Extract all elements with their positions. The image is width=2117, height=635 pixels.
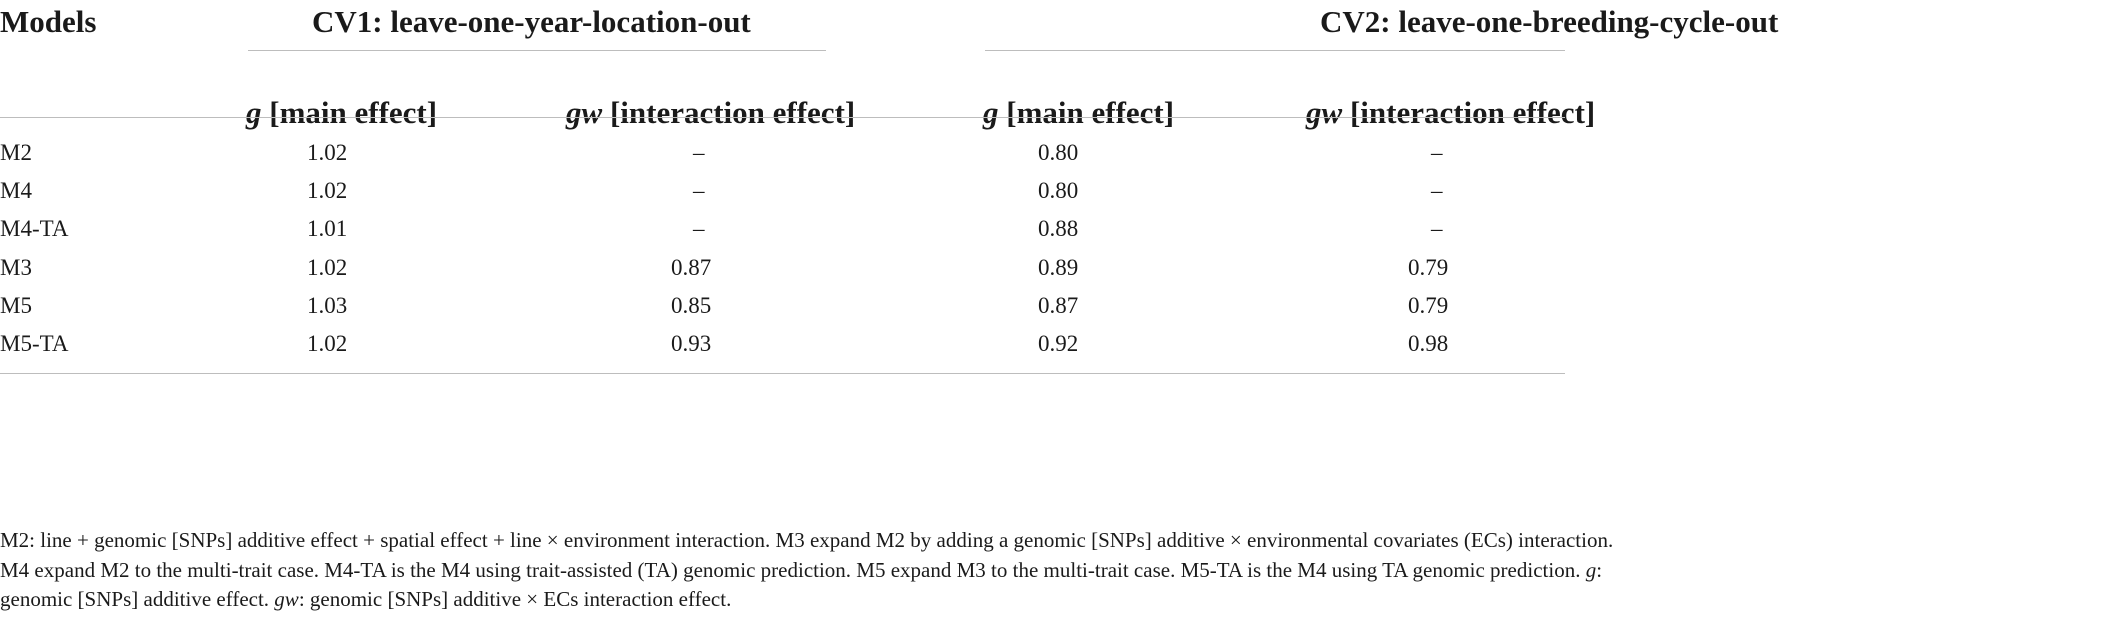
row-model: M4-TA bbox=[0, 216, 69, 241]
cell-cv2-gw: 0.98 bbox=[1408, 331, 1449, 356]
subheader-cv2-g: g [main effect] bbox=[983, 95, 1175, 130]
cv1-group-rule bbox=[248, 50, 826, 51]
cell-cv2-g: 0.88 bbox=[1038, 216, 1079, 241]
cell-cv1-gw: 0.85 bbox=[671, 293, 712, 318]
row-model: M3 bbox=[0, 255, 32, 280]
cell-cv2-g: 0.87 bbox=[1038, 293, 1079, 318]
cell-cv1-g: 1.02 bbox=[307, 255, 348, 280]
cell-cv1-g: 1.01 bbox=[307, 216, 348, 241]
subheader-cv1-gw: gw [interaction effect] bbox=[566, 95, 856, 130]
row-model: M4 bbox=[0, 178, 32, 203]
header-bottom-rule bbox=[0, 117, 1565, 118]
cell-cv1-g: 1.02 bbox=[307, 331, 348, 356]
header-models: Models bbox=[0, 4, 97, 39]
cell-cv2-gw: – bbox=[1431, 140, 1443, 165]
cell-cv2-g: 0.80 bbox=[1038, 178, 1079, 203]
subheader-cv1-g: g [main effect] bbox=[246, 95, 438, 130]
table-bottom-rule bbox=[0, 373, 1565, 374]
cell-cv1-gw: – bbox=[693, 140, 705, 165]
cell-cv1-gw: 0.93 bbox=[671, 331, 712, 356]
cell-cv2-gw: – bbox=[1431, 178, 1443, 203]
cell-cv1-gw: – bbox=[693, 178, 705, 203]
cell-cv1-gw: 0.87 bbox=[671, 255, 712, 280]
table-footnote: M2: line + genomic [SNPs] additive effec… bbox=[0, 526, 2112, 615]
footnote-line: M2: line + genomic [SNPs] additive effec… bbox=[0, 528, 1614, 552]
cell-cv2-g: 0.89 bbox=[1038, 255, 1079, 280]
row-model: M2 bbox=[0, 140, 32, 165]
cell-cv2-gw: 0.79 bbox=[1408, 293, 1449, 318]
row-model: M5-TA bbox=[0, 331, 69, 356]
cell-cv1-g: 1.03 bbox=[307, 293, 348, 318]
footnote-line: M4 expand M2 to the multi-trait case. M4… bbox=[0, 557, 1603, 582]
cell-cv1-gw: – bbox=[693, 216, 705, 241]
row-model: M5 bbox=[0, 293, 32, 318]
cell-cv1-g: 1.02 bbox=[307, 178, 348, 203]
header-cv2: CV2: leave-one-breeding-cycle-out bbox=[1320, 4, 1779, 39]
footnote-line: genomic [SNPs] additive effect. gw: geno… bbox=[0, 587, 732, 611]
cell-cv1-g: 1.02 bbox=[307, 140, 348, 165]
header-cv1: CV1: leave-one-year-location-out bbox=[312, 4, 751, 39]
subheader-cv2-gw: gw [interaction effect] bbox=[1306, 95, 1596, 130]
cv2-group-rule bbox=[985, 50, 1565, 51]
cell-cv2-g: 0.92 bbox=[1038, 331, 1079, 356]
cell-cv2-gw: – bbox=[1431, 216, 1443, 241]
cell-cv2-gw: 0.79 bbox=[1408, 255, 1449, 280]
cell-cv2-g: 0.80 bbox=[1038, 140, 1079, 165]
